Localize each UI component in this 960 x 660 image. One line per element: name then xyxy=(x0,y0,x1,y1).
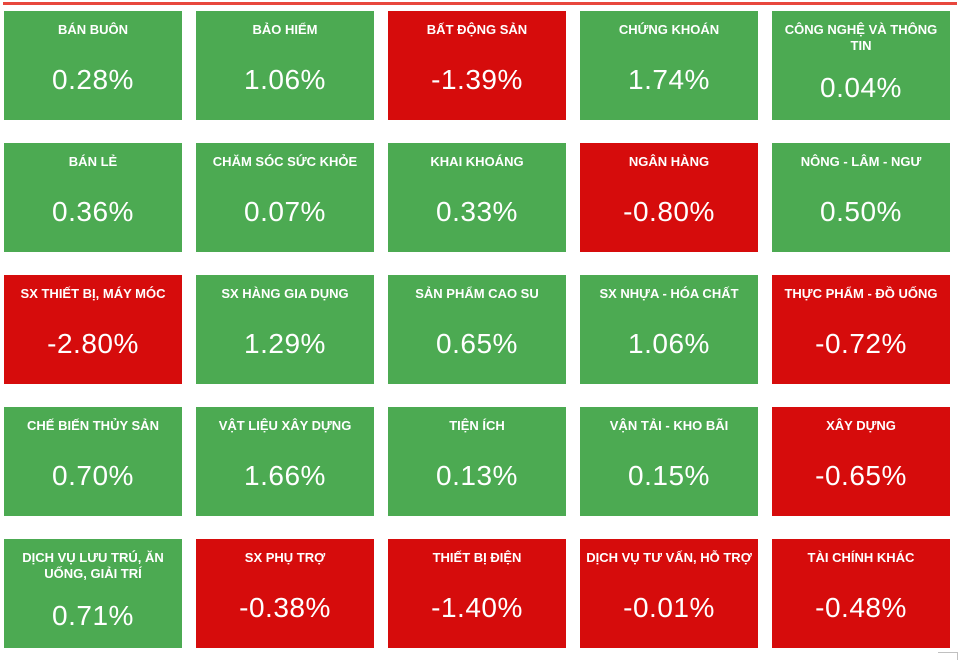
sector-label: DỊCH VỤ TƯ VẤN, HỖ TRỢ xyxy=(586,550,752,565)
sector-change-value: 1.66% xyxy=(244,460,326,492)
sector-label: DỊCH VỤ LƯU TRÚ, ĂN UỐNG, GIẢI TRÍ xyxy=(22,550,164,581)
sector-change-value: 0.15% xyxy=(628,460,710,492)
sector-tile[interactable]: BÁN LẺ 0.36% xyxy=(4,143,182,252)
sector-tile[interactable]: BẤT ĐỘNG SẢN -1.39% xyxy=(388,11,566,120)
sector-label: THỰC PHẨM - ĐỒ UỐNG xyxy=(784,286,938,301)
sector-change-value: -0.65% xyxy=(815,460,907,492)
sector-tile[interactable]: THỰC PHẨM - ĐỒ UỐNG -0.72% xyxy=(772,275,950,384)
sector-change-value: 0.71% xyxy=(52,600,134,632)
sector-label: TÀI CHÍNH KHÁC xyxy=(807,550,915,565)
sector-label: SX PHỤ TRỢ xyxy=(244,550,326,565)
sector-label: VẬN TẢI - KHO BÃI xyxy=(609,418,729,433)
sector-tile[interactable]: TÀI CHÍNH KHÁC -0.48% xyxy=(772,539,950,648)
sector-tile[interactable]: THIẾT BỊ ĐIỆN -1.40% xyxy=(388,539,566,648)
sector-label: CÔNG NGHỆ VÀ THÔNG TIN xyxy=(784,22,938,53)
sector-label: CHĂM SÓC SỨC KHỎE xyxy=(212,154,358,169)
sector-change-value: -2.80% xyxy=(47,328,139,360)
sector-tile[interactable]: NÔNG - LÂM - NGƯ 0.50% xyxy=(772,143,950,252)
sector-label: BÁN LẺ xyxy=(68,154,118,169)
sector-label: SX HÀNG GIA DỤNG xyxy=(221,286,349,301)
sector-change-value: -0.80% xyxy=(623,196,715,228)
sector-label: THIẾT BỊ ĐIỆN xyxy=(432,550,522,565)
sector-label: VẬT LIỆU XÂY DỰNG xyxy=(218,418,352,433)
sector-heatmap-grid: BÁN BUÔN 0.28% BẢO HIỂM 1.06% BẤT ĐỘNG SẢN -1… xyxy=(4,11,950,648)
sector-tile[interactable]: DỊCH VỤ LƯU TRÚ, ĂN UỐNG, GIẢI TRÍ 0.71% xyxy=(4,539,182,648)
sector-change-value: 0.36% xyxy=(52,196,134,228)
sector-tile[interactable]: VẬN TẢI - KHO BÃI 0.15% xyxy=(580,407,758,516)
sector-label: CHẾ BIẾN THỦY SẢN xyxy=(27,418,159,433)
sector-change-value: 0.33% xyxy=(436,196,518,228)
sector-tile[interactable]: SX PHỤ TRỢ -0.38% xyxy=(196,539,374,648)
sector-label: BÁN BUÔN xyxy=(57,22,129,37)
sector-tile[interactable]: CHỨNG KHOÁN 1.74% xyxy=(580,11,758,120)
sector-label: BẢO HIỂM xyxy=(252,22,318,37)
sector-change-value: 1.74% xyxy=(628,64,710,96)
sector-tile[interactable]: SX THIẾT BỊ, MÁY MÓC -2.80% xyxy=(4,275,182,384)
sector-label: XÂY DỰNG xyxy=(826,418,896,433)
sector-change-value: 1.29% xyxy=(244,328,326,360)
sector-tile[interactable]: VẬT LIỆU XÂY DỰNG 1.66% xyxy=(196,407,374,516)
sector-label: TIỆN ÍCH xyxy=(449,418,505,433)
sector-label: SẢN PHẨM CAO SU xyxy=(415,286,539,301)
sector-label: NÔNG - LÂM - NGƯ xyxy=(800,154,922,169)
sector-tile[interactable]: CHĂM SÓC SỨC KHỎE 0.07% xyxy=(196,143,374,252)
sector-label: NGÂN HÀNG xyxy=(628,154,710,169)
sector-change-value: -0.01% xyxy=(623,592,715,624)
sector-tile[interactable]: KHAI KHOÁNG 0.33% xyxy=(388,143,566,252)
sector-tile[interactable]: DỊCH VỤ TƯ VẤN, HỖ TRỢ -0.01% xyxy=(580,539,758,648)
sector-tile[interactable]: SX NHỰA - HÓA CHẤT 1.06% xyxy=(580,275,758,384)
sector-change-value: 0.65% xyxy=(436,328,518,360)
sector-change-value: -1.39% xyxy=(431,64,523,96)
sector-change-value: -0.38% xyxy=(239,592,331,624)
sector-label: SX NHỰA - HÓA CHẤT xyxy=(599,286,739,301)
sector-change-value: -0.48% xyxy=(815,592,907,624)
sector-tile[interactable]: XÂY DỰNG -0.65% xyxy=(772,407,950,516)
sector-change-value: -1.40% xyxy=(431,592,523,624)
sector-tile[interactable]: NGÂN HÀNG -0.80% xyxy=(580,143,758,252)
sector-label: SX THIẾT BỊ, MÁY MÓC xyxy=(20,286,166,301)
sector-change-value: -0.72% xyxy=(815,328,907,360)
sector-label: BẤT ĐỘNG SẢN xyxy=(426,22,528,37)
sector-change-value: 1.06% xyxy=(628,328,710,360)
sector-tile[interactable]: BẢO HIỂM 1.06% xyxy=(196,11,374,120)
top-divider-line xyxy=(3,2,957,5)
sector-tile[interactable]: SẢN PHẨM CAO SU 0.65% xyxy=(388,275,566,384)
sector-change-value: 0.28% xyxy=(52,64,134,96)
sector-change-value: 0.07% xyxy=(244,196,326,228)
sector-change-value: 0.50% xyxy=(820,196,902,228)
sector-change-value: 0.13% xyxy=(436,460,518,492)
sector-change-value: 0.04% xyxy=(820,72,902,104)
sector-label: KHAI KHOÁNG xyxy=(430,154,524,169)
sector-tile[interactable]: TIỆN ÍCH 0.13% xyxy=(388,407,566,516)
sector-tile[interactable]: CHẾ BIẾN THỦY SẢN 0.70% xyxy=(4,407,182,516)
sector-tile[interactable]: CÔNG NGHỆ VÀ THÔNG TIN 0.04% xyxy=(772,11,950,120)
sector-change-value: 1.06% xyxy=(244,64,326,96)
sector-change-value: 0.70% xyxy=(52,460,134,492)
sector-tile[interactable]: SX HÀNG GIA DỤNG 1.29% xyxy=(196,275,374,384)
sector-tile[interactable]: BÁN BUÔN 0.28% xyxy=(4,11,182,120)
next-visual-corner-border xyxy=(938,652,958,660)
sector-label: CHỨNG KHOÁN xyxy=(618,22,720,37)
